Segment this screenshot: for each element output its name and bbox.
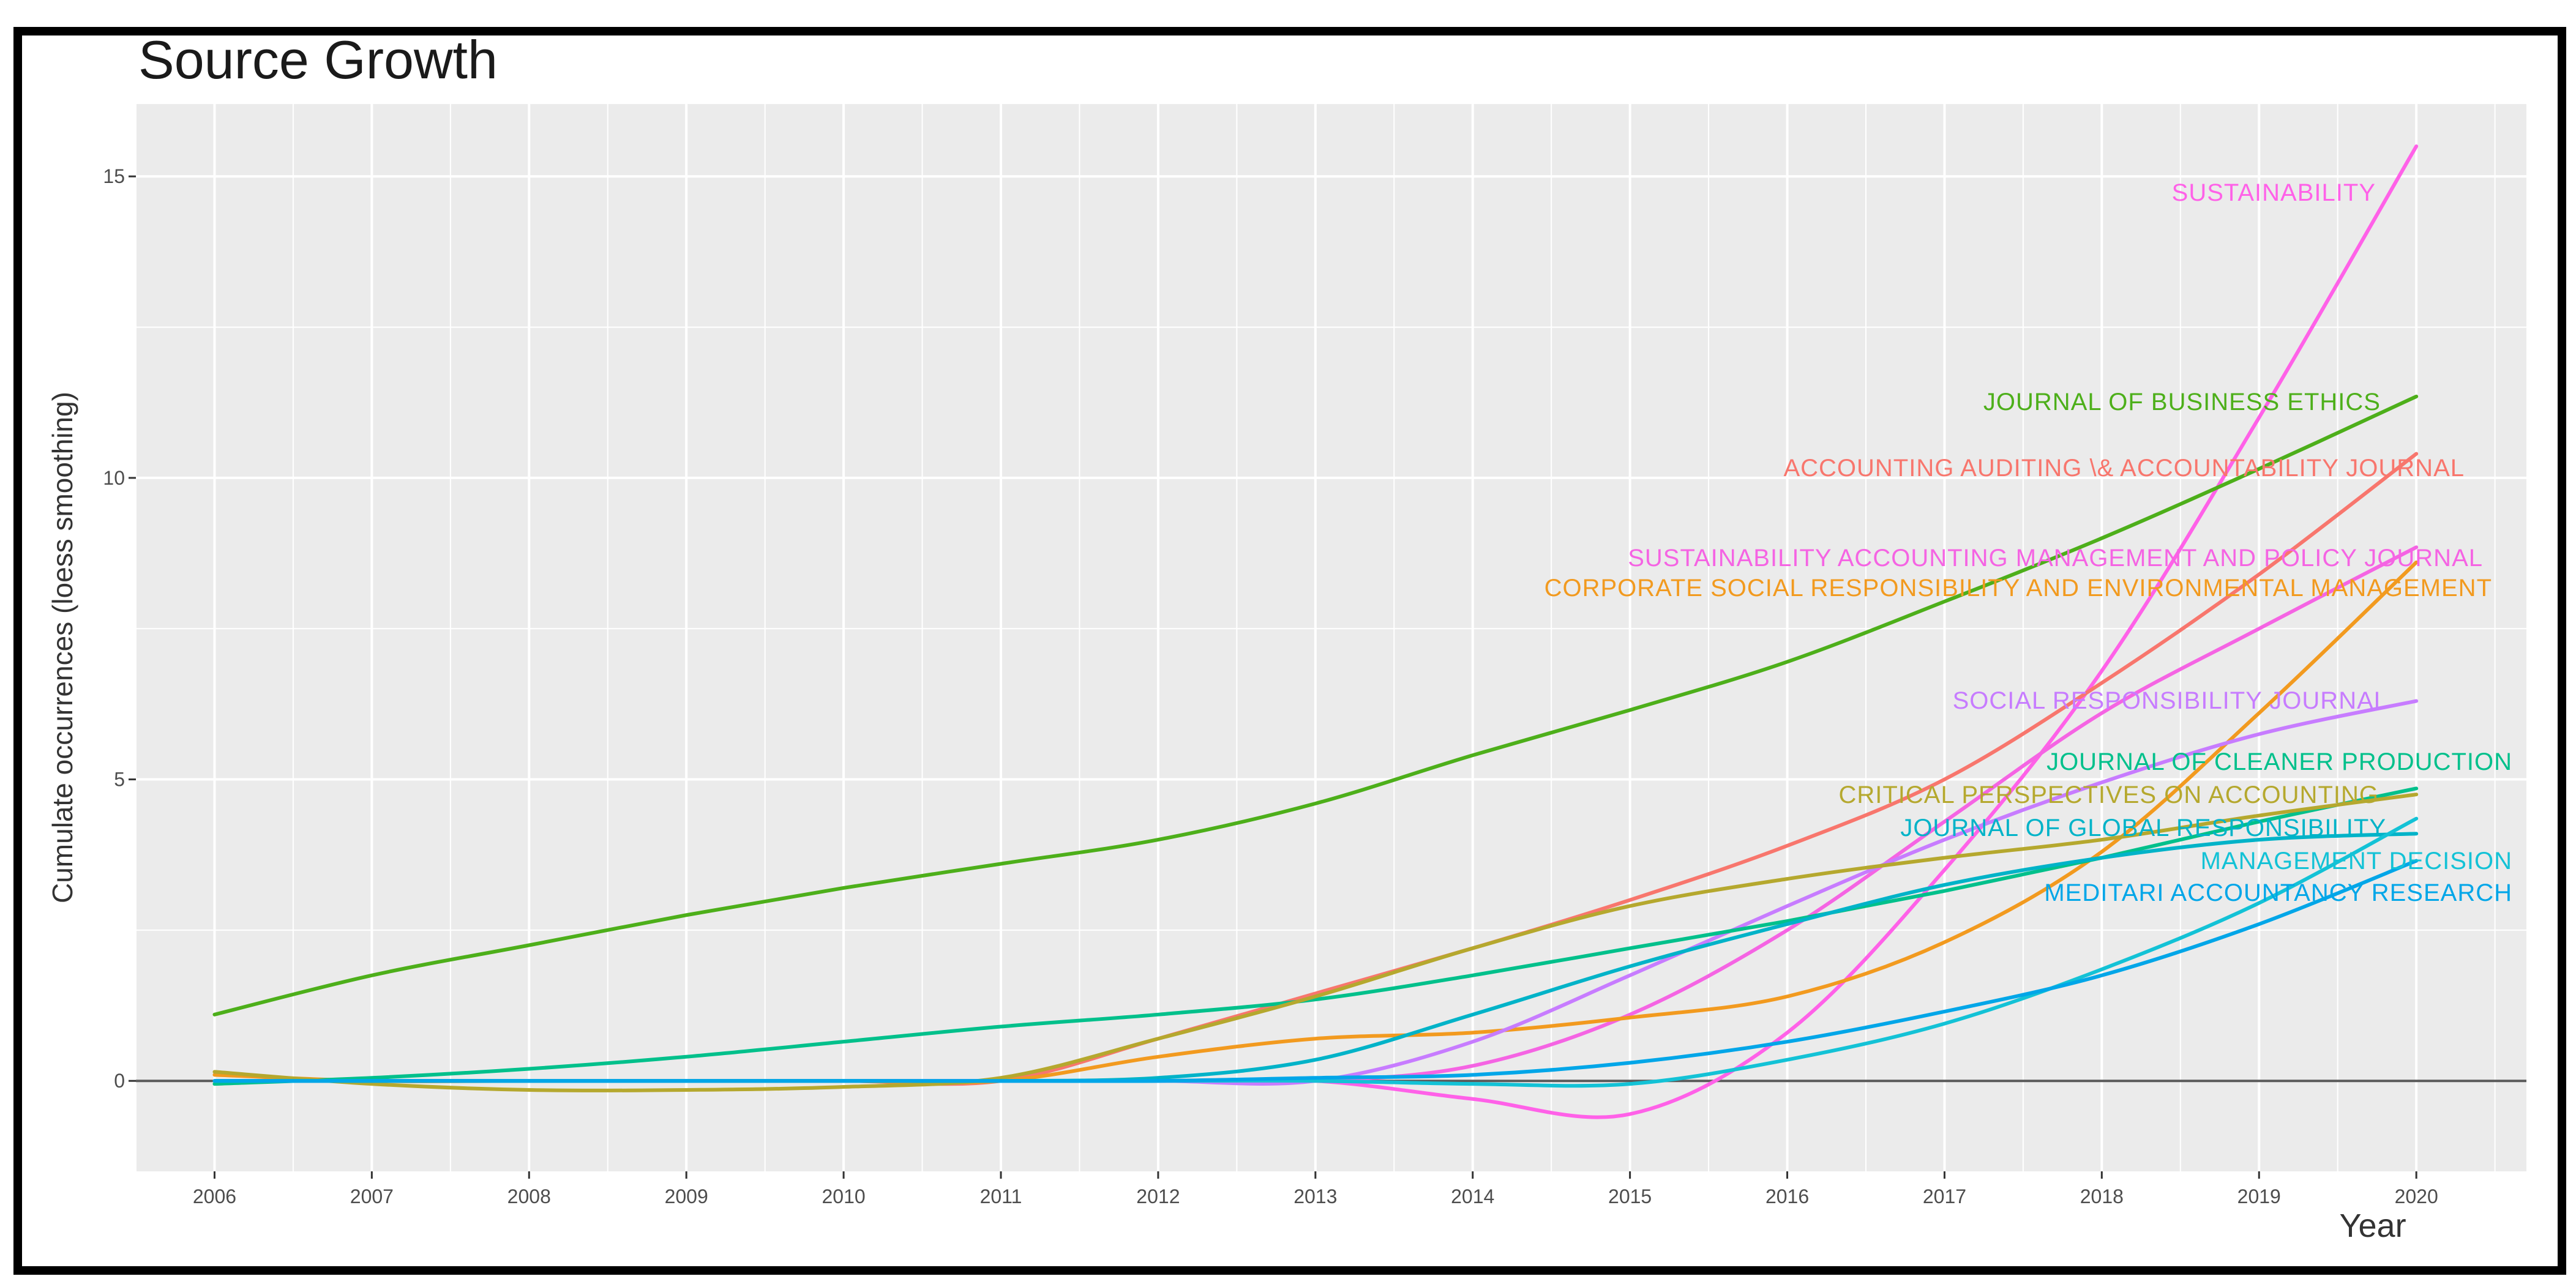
series-label-critical-perspectives-on-accounting: CRITICAL PERSPECTIVES ON ACCOUNTING — [1838, 782, 2379, 808]
chart-frame: Source Growth SUSTAINABILITY JOURNAL OF B… — [13, 27, 2566, 1275]
y-tick-label: 5 — [114, 769, 125, 791]
x-tick-label: 2014 — [1451, 1185, 1494, 1207]
y-tick-label: 10 — [103, 467, 125, 489]
x-tick-label: 2015 — [1608, 1185, 1652, 1207]
chart-title: Source Growth — [138, 35, 498, 90]
x-tick-label: 2016 — [1765, 1185, 1809, 1207]
y-tick-label: 15 — [103, 165, 125, 187]
series-label-sustainability: SUSTAINABILITY — [2172, 179, 2376, 206]
series-label-corporate-social-responsibility-and-environmental-management: CORPORATE SOCIAL RESPONSIBILITY AND ENVI… — [1544, 575, 2492, 602]
series-line-journal-of-business-ethics — [212, 394, 2419, 1017]
y-axis-ticks: 0 5 10 15 — [103, 165, 136, 1092]
series-label-meditari-accountancy-research: MEDITARI ACCOUNTANCY RESEARCH — [2044, 879, 2512, 906]
x-tick-label: 2013 — [1294, 1185, 1337, 1207]
x-tick-label: 2020 — [2395, 1185, 2438, 1207]
x-tick-label: 2019 — [2237, 1185, 2281, 1207]
line-chart: Source Growth SUSTAINABILITY JOURNAL OF B… — [47, 35, 2526, 1244]
y-tick-label: 0 — [114, 1070, 125, 1092]
x-axis-label: Year — [2339, 1207, 2406, 1244]
y-axis-label: Cumulate occurrences (loess smoothing) — [47, 392, 78, 903]
series-label-journal-of-business-ethics: JOURNAL OF BUSINESS ETHICS — [1983, 389, 2381, 416]
x-tick-label: 2018 — [2080, 1185, 2124, 1207]
series-label-management-decision: MANAGEMENT DECISION — [2201, 848, 2512, 875]
series-lines — [212, 144, 2419, 1119]
series-line-critical-perspectives-on-accounting — [212, 793, 2419, 1092]
x-tick-label: 2006 — [193, 1185, 236, 1207]
series-label-sustainability-accounting-management-and-policy-journal: SUSTAINABILITY ACCOUNTING MANAGEMENT AND… — [1628, 545, 2483, 572]
x-tick-label: 2011 — [980, 1185, 1022, 1207]
x-tick-label: 2008 — [507, 1185, 551, 1207]
series-line-journal-of-cleaner-production — [212, 786, 2419, 1086]
series-labels: SUSTAINABILITY JOURNAL OF BUSINESS ETHICS… — [1544, 179, 2512, 906]
series-label-journal-of-global-responsibility: JOURNAL OF GLOBAL RESPONSIBILITY — [1900, 815, 2386, 841]
series-label-journal-of-cleaner-production: JOURNAL OF CLEANER PRODUCTION — [2046, 748, 2512, 775]
series-line-meditari-accountancy-research — [212, 859, 2419, 1083]
x-tick-label: 2012 — [1136, 1185, 1180, 1207]
x-tick-label: 2017 — [1923, 1185, 1966, 1207]
x-tick-label: 2007 — [350, 1185, 394, 1207]
x-tick-label: 2009 — [665, 1185, 708, 1207]
series-label-social-responsibility-journal: SOCIAL RESPONSIBILITY JOURNAL — [1953, 687, 2388, 714]
x-axis-ticks: 2006 2007 2008 2009 2010 2011 2012 2013 2014 2015… — [193, 1171, 2438, 1207]
series-label-accounting-auditing-accountability-journal: ACCOUNTING AUDITING \& ACCOUNTABILITY JO… — [1783, 455, 2465, 482]
x-tick-label: 2010 — [822, 1185, 865, 1207]
